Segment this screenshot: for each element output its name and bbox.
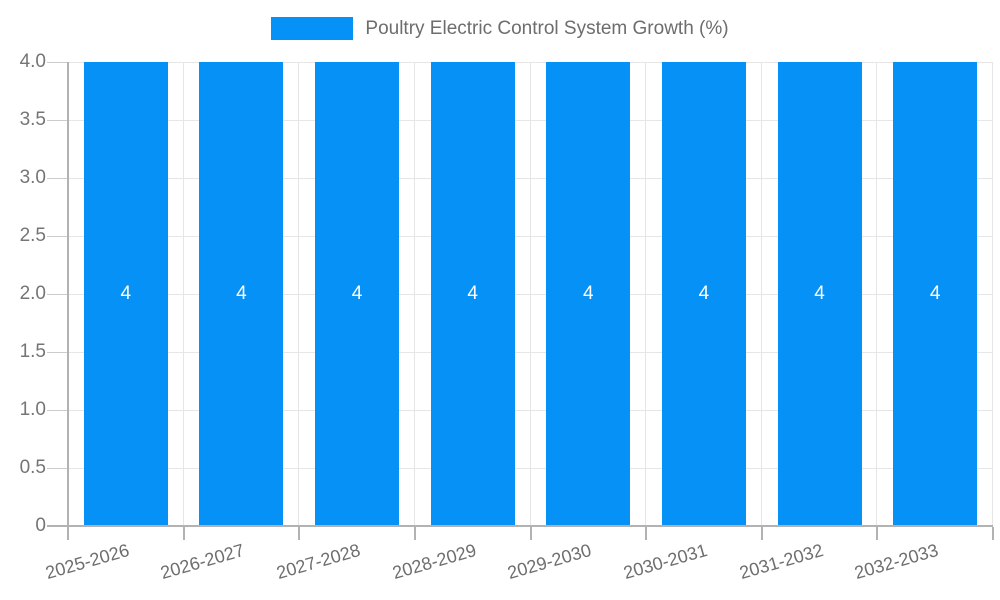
bar-value-label: 4 (351, 283, 363, 304)
bar[interactable]: 4 (777, 62, 862, 526)
bar-value-label: 4 (236, 283, 247, 304)
bar[interactable]: 4 (83, 62, 168, 526)
y-axis-line (67, 62, 69, 527)
horizontal-gridline (68, 352, 993, 353)
y-tick-label: 3.5 (19, 109, 46, 130)
plot-area: 4 4 4 4 4 4 4 4 (68, 62, 993, 526)
y-tick-mark (47, 178, 67, 179)
y-tick-mark (47, 410, 67, 411)
y-tick-label: 0.5 (19, 457, 46, 478)
legend-label: Poultry Electric Control System Growth (… (365, 17, 729, 39)
y-tick-label: 0 (35, 515, 46, 536)
x-tick-mark (645, 527, 648, 540)
bar[interactable]: 4 (661, 62, 746, 526)
horizontal-gridline (68, 468, 993, 469)
x-category-label: 2025-2026 (43, 540, 132, 583)
bar-value-label: 4 (698, 283, 710, 304)
y-tick-label: 3.0 (19, 167, 46, 188)
horizontal-gridline (68, 62, 993, 63)
x-category-label: 2026-2027 (158, 540, 247, 583)
bar-value-label: 4 (120, 283, 132, 304)
y-tick-label: 2.0 (19, 283, 46, 304)
x-tick-mark (992, 527, 994, 540)
vertical-gridline (413, 62, 415, 526)
horizontal-gridline (68, 178, 993, 179)
vertical-gridline (298, 62, 300, 526)
bar-value-label: 4 (467, 283, 478, 304)
x-tick-mark (298, 527, 301, 540)
bar[interactable]: 4 (315, 62, 400, 526)
horizontal-gridline (68, 410, 993, 411)
y-tick-label: 2.5 (19, 225, 46, 246)
y-tick-label: 1.0 (19, 399, 46, 420)
y-tick-mark (47, 352, 67, 353)
y-tick-mark (47, 236, 67, 237)
vertical-gridline (529, 62, 531, 526)
bar[interactable]: 4 (199, 62, 284, 526)
x-category-label: 2031-2032 (736, 540, 826, 583)
y-tick-mark (47, 294, 67, 295)
vertical-gridline (876, 62, 878, 526)
legend-item[interactable]: Poultry Electric Control System Growth (… (271, 17, 729, 40)
vertical-gridline (182, 62, 184, 526)
legend-swatch (271, 17, 354, 40)
bar[interactable]: 4 (546, 62, 631, 526)
vertical-gridline (992, 62, 993, 526)
x-category-label: 2030-2031 (621, 540, 710, 583)
y-tick-label: 1.5 (19, 341, 46, 362)
y-tick-mark (47, 120, 67, 121)
y-tick-mark (47, 62, 67, 63)
chart-legend: Poultry Electric Control System Growth (… (0, 17, 1000, 40)
horizontal-gridline (68, 236, 993, 237)
x-category-label: 2027-2028 (274, 540, 363, 583)
x-tick-mark (529, 527, 532, 540)
bar[interactable]: 4 (893, 62, 978, 526)
bar[interactable]: 4 (430, 62, 515, 526)
vertical-gridline (645, 62, 647, 526)
bar-value-label: 4 (814, 283, 825, 304)
y-tick-label: 4.0 (19, 51, 46, 72)
x-category-label: 2028-2029 (389, 540, 479, 583)
x-tick-mark (413, 527, 416, 540)
bar-value-label: 4 (583, 283, 594, 304)
x-category-label: 2029-2030 (505, 540, 594, 583)
vertical-gridline (760, 62, 762, 526)
horizontal-gridline (68, 120, 993, 121)
bar-value-label: 4 (929, 283, 941, 304)
x-tick-mark (67, 527, 69, 540)
x-category-label: 2032-2033 (852, 540, 941, 583)
x-tick-mark (182, 527, 185, 540)
x-tick-mark (760, 527, 763, 540)
horizontal-gridline (68, 294, 993, 295)
x-tick-mark (876, 527, 879, 540)
x-axis-line (47, 525, 993, 527)
y-tick-mark (47, 468, 67, 469)
